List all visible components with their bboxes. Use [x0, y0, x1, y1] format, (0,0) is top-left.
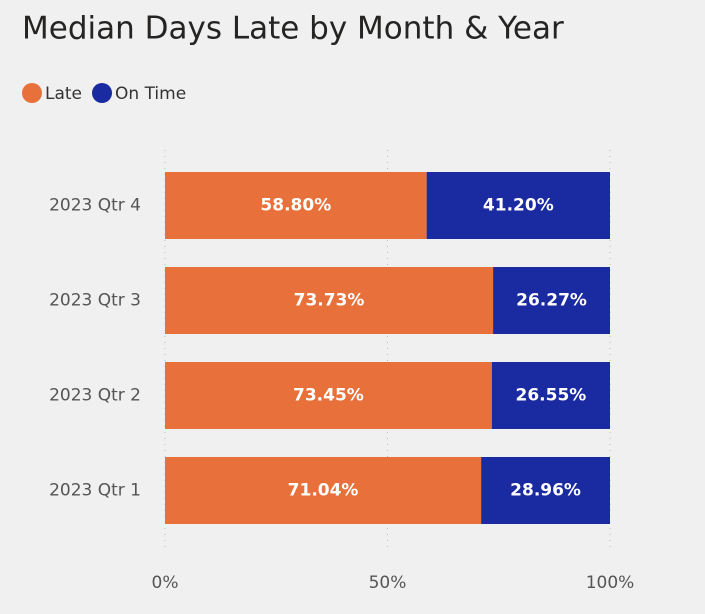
bar-segment [165, 172, 427, 239]
bar-segment [481, 457, 610, 524]
x-tick-label: 0% [152, 573, 179, 593]
legend-swatch [92, 83, 113, 103]
bar-segment [165, 362, 492, 429]
legend-swatch [22, 83, 42, 103]
bar-segment [491, 362, 610, 429]
data-label: 73.45% [293, 386, 364, 406]
x-tick-label: 50% [369, 573, 407, 593]
chart-title: Median Days Late by Month & Year [22, 11, 564, 47]
legend-label: Late [45, 84, 82, 104]
data-label: 58.80% [260, 196, 331, 216]
bar-segment [165, 267, 494, 334]
data-label: 28.96% [510, 481, 581, 501]
data-label: 71.04% [288, 481, 359, 501]
bar-segment [165, 457, 482, 524]
y-tick-label: 2023 Qtr 2 [49, 386, 141, 406]
y-tick-label: 2023 Qtr 1 [49, 481, 141, 501]
data-label: 41.20% [483, 196, 554, 216]
bar-segment [493, 267, 610, 334]
y-tick-label: 2023 Qtr 4 [49, 196, 141, 216]
data-label: 26.55% [516, 386, 587, 406]
legend-label: On Time [115, 84, 186, 104]
x-tick-label: 100% [586, 573, 635, 593]
data-label: 26.27% [516, 291, 587, 311]
bar-segment [426, 172, 610, 239]
y-tick-label: 2023 Qtr 3 [49, 291, 141, 311]
data-label: 73.73% [294, 291, 365, 311]
